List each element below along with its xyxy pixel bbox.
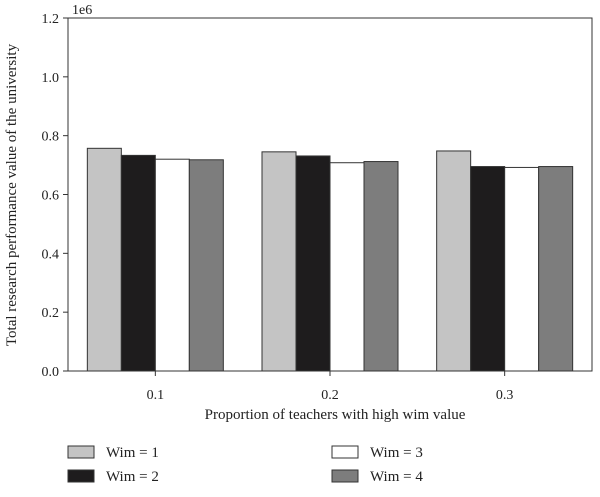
bar-wim-2-cat-0.3 [470,166,506,372]
x-tick-label: 0.1 [147,388,165,403]
plot-area [67,17,593,372]
bar-wim-1-cat-0.1 [86,147,122,372]
bar-wim-2-cat-0.1 [120,154,156,372]
legend-item-wim-2: Wim = 2 [67,469,159,485]
y-tick-label: 0.4 [42,247,60,262]
bar-wim-1-cat-0.2 [261,151,297,372]
y-tick-label: 0.8 [42,130,60,145]
legend-swatch [331,469,359,483]
y-tick-label: 1.0 [42,71,60,86]
bar-wim-3-cat-0.3 [504,166,540,372]
y-tick-label: 0.2 [42,306,60,321]
bar-wim-2-cat-0.2 [295,155,331,372]
legend-item-wim-4: Wim = 4 [331,469,423,485]
y-axis-multiplier: 1e6 [72,3,92,18]
legend-swatch [67,469,95,483]
y-tick-label: 0.6 [42,189,60,204]
legend-swatch [67,445,95,459]
legend-label: Wim = 4 [370,469,423,485]
y-tick-label: 1.2 [42,12,60,27]
bar-wim-3-cat-0.1 [154,158,190,372]
legend-label: Wim = 1 [106,445,159,461]
x-tick-label: 0.2 [321,388,339,403]
y-tick-label: 0.0 [42,365,60,380]
bar-wim-4-cat-0.3 [538,166,574,372]
x-axis-label: Proportion of teachers with high wim val… [205,407,466,423]
x-axis: 0.1 0.2 0.3 [147,371,514,403]
legend-label: Wim = 3 [370,445,423,461]
bar-wim-4-cat-0.2 [363,161,399,372]
y-axis: 0.0 0.2 0.4 0.6 0.8 1.0 1.2 [42,12,68,380]
bar-wim-1-cat-0.3 [436,150,472,372]
bar-wim-3-cat-0.2 [329,162,365,372]
x-tick-label: 0.3 [496,388,514,403]
legend: Wim = 1 Wim = 2 Wim = 3 Wim = 4 [67,445,423,485]
legend-swatch [331,445,359,459]
bar-wim-4-cat-0.1 [188,159,224,372]
legend-label: Wim = 2 [106,469,159,485]
legend-item-wim-1: Wim = 1 [67,445,159,461]
legend-item-wim-3: Wim = 3 [331,445,423,461]
y-axis-label: Total research performance value of the … [4,43,20,346]
